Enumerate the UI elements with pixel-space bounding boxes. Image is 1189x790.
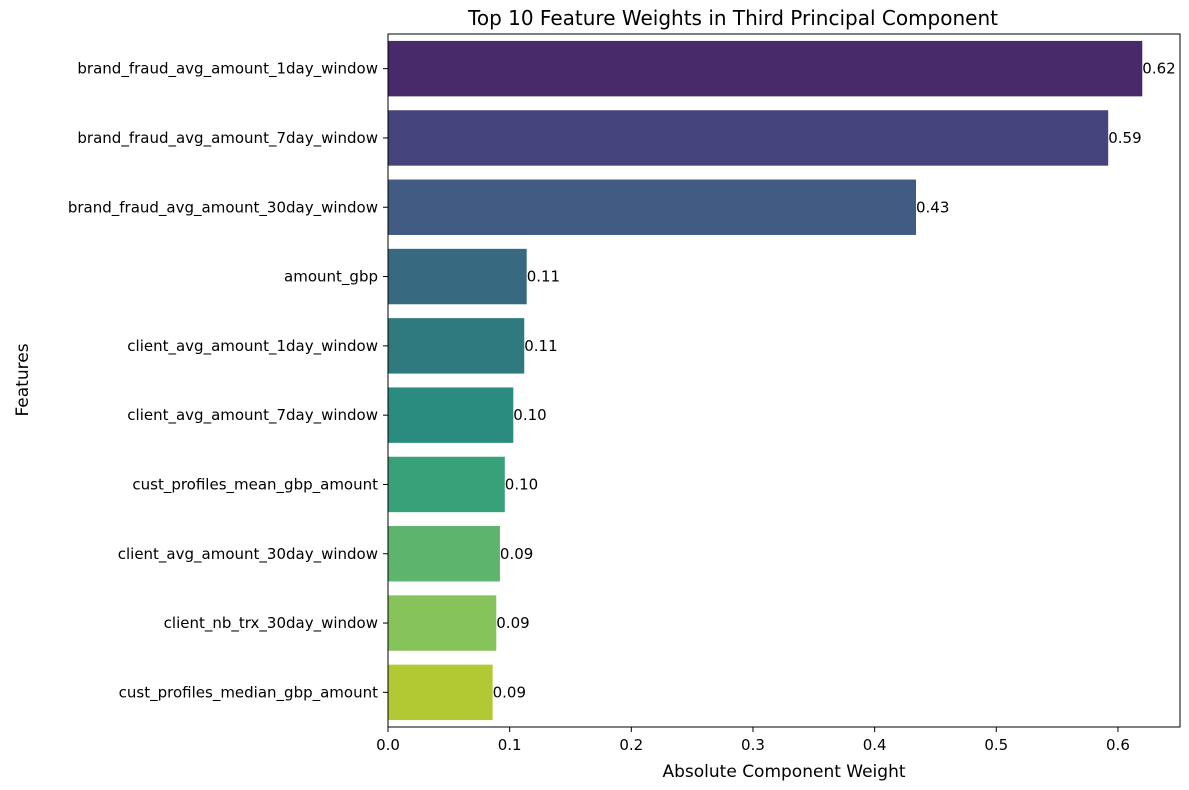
bar — [388, 526, 500, 582]
y-tick-label: client_nb_trx_30day_window — [164, 614, 378, 633]
y-tick-label: brand_fraud_avg_amount_30day_window — [68, 198, 378, 217]
bar-value-label: 0.09 — [496, 614, 529, 632]
bar-value-label: 0.09 — [493, 683, 526, 701]
y-tick-label: client_avg_amount_30day_window — [118, 545, 378, 564]
y-tick-label: amount_gbp — [284, 268, 378, 287]
y-tick-label: client_avg_amount_7day_window — [127, 406, 378, 425]
x-tick-label: 0.5 — [984, 736, 1008, 754]
bar-value-label: 0.09 — [500, 545, 533, 563]
bar-value-label: 0.10 — [505, 475, 538, 493]
bar — [388, 318, 525, 374]
bar — [388, 387, 514, 443]
bar — [388, 456, 505, 513]
bar-value-label: 0.10 — [513, 406, 546, 424]
bar-value-label: 0.43 — [916, 198, 949, 216]
x-axis-ticks: 0.0 0.1 0.2 0.3 0.4 0.5 0.6 — [376, 727, 1130, 754]
x-axis-label: Absolute Component Weight — [662, 762, 905, 782]
x-tick-label: 0.3 — [741, 736, 765, 754]
y-tick-label: cust_profiles_mean_gbp_amount — [132, 475, 378, 494]
bar-value-label: 0.11 — [527, 268, 560, 286]
bar — [388, 248, 527, 305]
chart-title: Top 10 Feature Weights in Third Principa… — [467, 6, 998, 30]
bar — [388, 179, 916, 235]
bars-group — [388, 40, 1143, 721]
y-axis-ticks: brand_fraud_avg_amount_1day_window brand_… — [68, 60, 388, 702]
x-tick-label: 0.6 — [1106, 736, 1130, 754]
y-tick-label: cust_profiles_median_gbp_amount — [119, 683, 378, 702]
bar — [388, 664, 493, 721]
y-tick-label: brand_fraud_avg_amount_1day_window — [77, 60, 378, 79]
y-tick-label: brand_fraud_avg_amount_7day_window — [77, 129, 378, 148]
bar — [388, 40, 1143, 97]
x-tick-label: 0.0 — [376, 736, 400, 754]
value-labels-group: 0.62 0.59 0.43 0.11 0.11 0.10 0.10 0.09 0.09 0.09 — [493, 60, 1176, 702]
x-tick-label: 0.4 — [863, 736, 887, 754]
x-tick-label: 0.1 — [498, 736, 522, 754]
bar-value-label: 0.62 — [1142, 60, 1175, 78]
y-axis-label: Features — [13, 343, 33, 416]
bar-value-label: 0.11 — [524, 337, 557, 355]
bar — [388, 110, 1109, 166]
x-tick-label: 0.2 — [619, 736, 643, 754]
plot-frame — [387, 33, 1181, 728]
bar — [388, 595, 497, 651]
bar-value-label: 0.59 — [1108, 129, 1141, 147]
y-tick-label: client_avg_amount_1day_window — [127, 337, 378, 356]
